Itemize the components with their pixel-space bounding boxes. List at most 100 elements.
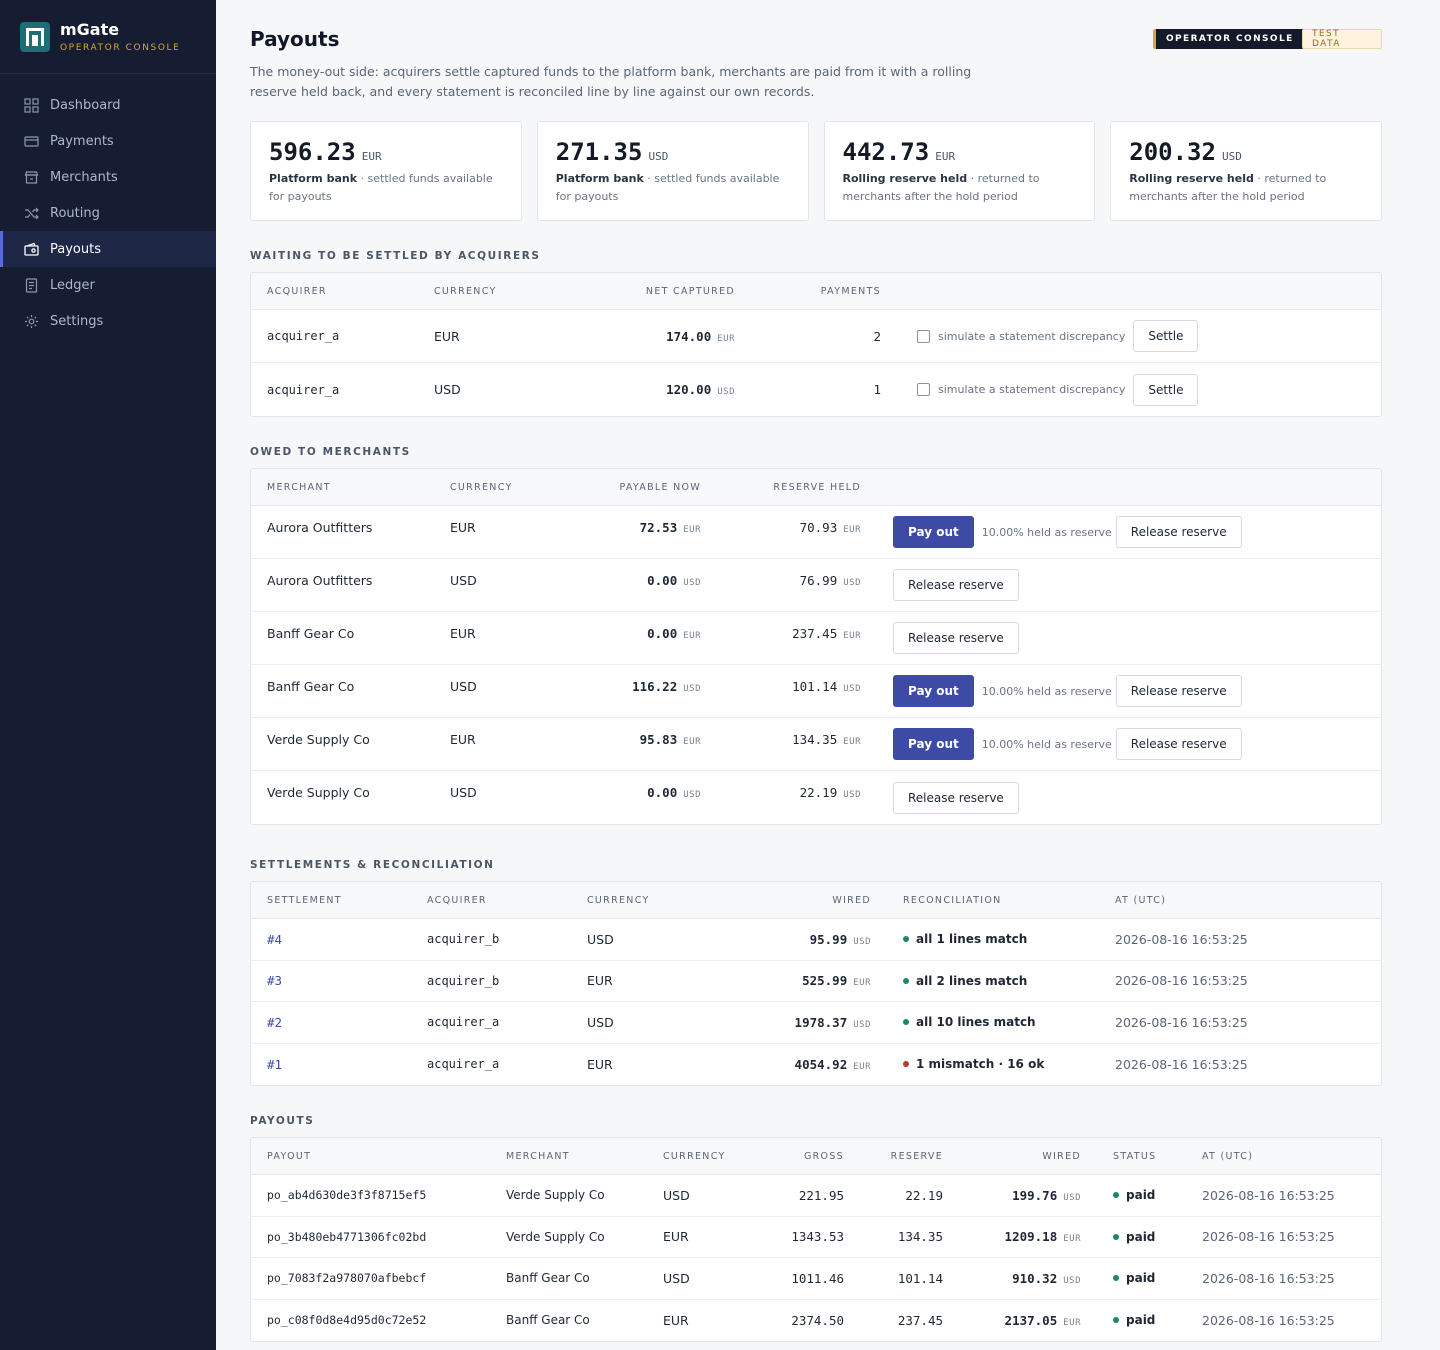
wallet-icon — [23, 241, 39, 257]
owed-table: MERCHANT CURRENCY PAYABLE NOW RESERVE HE… — [250, 468, 1382, 825]
payments-count-cell: 2 — [873, 328, 881, 344]
settlement-link[interactable]: #2 — [267, 1014, 283, 1030]
payable-currency: USD — [683, 790, 701, 800]
table-row: Aurora Outfitters EUR 72.53 EUR 70.93 EUR … — [251, 506, 1381, 559]
card-value: 200.32 — [1129, 138, 1216, 166]
wired-currency: EUR — [853, 978, 871, 989]
release-reserve-button[interactable]: Release reserve — [893, 569, 1019, 601]
payable-now-cell: 116.22 — [632, 679, 678, 694]
column-header: WIRED — [1042, 1150, 1081, 1162]
discrepancy-checkbox[interactable] — [917, 383, 930, 396]
status-cell: paid — [1126, 1271, 1156, 1286]
column-header: CURRENCY — [663, 1150, 726, 1162]
summary-card: 271.35 USD Platform bank · settled funds … — [536, 121, 809, 221]
reserve-currency: EUR — [843, 737, 861, 747]
reserve-held-cell: 134.35 — [792, 732, 838, 747]
payable-currency: EUR — [683, 631, 701, 641]
settlement-link[interactable]: #3 — [267, 973, 283, 989]
sidebar-item-ledger[interactable]: Ledger — [0, 267, 216, 303]
card-text: · settled funds available for payouts — [269, 172, 493, 203]
gross-cell: 221.95 — [798, 1187, 844, 1203]
merchant-cell: Banff Gear Co — [267, 626, 355, 641]
discrepancy-checkbox[interactable] — [917, 329, 930, 343]
sidebar-item-dashboard[interactable]: Dashboard — [0, 87, 216, 123]
section-title-payouts: PAYOUTS — [250, 1115, 315, 1127]
status-dot-icon — [903, 1019, 909, 1026]
currency-cell: USD — [663, 1270, 690, 1286]
status-dot-icon — [903, 936, 909, 943]
sidebar-item-settings[interactable]: Settings — [0, 303, 216, 339]
table-header: ACQUIRER CURRENCY NET CAPTURED PAYMENTS — [251, 273, 1381, 310]
payout-id-cell: po_3b480eb4771306fc02bd — [267, 1229, 427, 1244]
timestamp-cell: 2026-08-16 16:53:25 — [1202, 1270, 1335, 1286]
brand[interactable]: mGate OPERATOR CONSOLE — [0, 0, 216, 74]
currency-cell: EUR — [663, 1229, 689, 1245]
card-value: 596.23 — [269, 138, 356, 166]
column-header: MERCHANT — [267, 481, 331, 493]
status-dot-icon — [903, 1061, 909, 1068]
settle-button[interactable]: Settle — [1133, 320, 1199, 352]
page-header: Payouts OPERATOR CONSOLE TEST DATA — [250, 0, 1382, 60]
sidebar-nav: Dashboard Payments Merchants Routing Pay… — [0, 87, 216, 339]
release-reserve-button[interactable]: Release reserve — [1115, 675, 1242, 707]
waiting-table: ACQUIRER CURRENCY NET CAPTURED PAYMENTS … — [250, 272, 1382, 417]
discrepancy-label: simulate a statement discrepancy — [938, 383, 1126, 396]
reserve-cell: 22.19 — [905, 1187, 943, 1203]
payable-currency: EUR — [683, 737, 701, 747]
settlement-link[interactable]: #1 — [267, 1056, 283, 1072]
pay-out-button[interactable]: Pay out — [893, 728, 974, 760]
sidebar-item-routing[interactable]: Routing — [0, 195, 216, 231]
column-header: CURRENCY — [450, 481, 513, 493]
pay-out-button[interactable]: Pay out — [893, 516, 974, 548]
timestamp-cell: 2026-08-16 16:53:25 — [1202, 1187, 1335, 1203]
reserve-held-cell: 22.19 — [799, 785, 838, 800]
acquirer-cell: acquirer_a — [427, 1057, 500, 1072]
table-row: po_3b480eb4771306fc02bd Verde Supply Co … — [251, 1217, 1381, 1258]
sidebar-item-label: Payouts — [50, 241, 101, 257]
table-row: Banff Gear Co EUR 0.00 EUR 237.45 EUR Rele… — [251, 612, 1381, 665]
release-reserve-button[interactable]: Release reserve — [893, 781, 1019, 814]
currency-cell: USD — [450, 573, 477, 588]
card-text: · settled funds available for payouts — [555, 172, 780, 203]
payable-currency: EUR — [683, 525, 701, 535]
payout-id-cell: po_7083f2a978070afbebcf — [267, 1271, 427, 1286]
brand-name: mGate — [60, 19, 120, 39]
sidebar-item-payouts[interactable]: Payouts — [0, 231, 216, 267]
summary-card: 596.23 EUR Platform bank · settled funds … — [250, 121, 522, 221]
sidebar-item-payments[interactable]: Payments — [0, 123, 216, 159]
release-reserve-button[interactable]: Release reserve — [1115, 516, 1242, 548]
acquirer-cell: acquirer_a — [267, 382, 340, 397]
card-text: · returned to merchants after the hold p… — [1129, 172, 1327, 203]
column-header: GROSS — [803, 1150, 844, 1162]
reserve-held-cell: 70.93 — [799, 520, 838, 535]
card-icon — [23, 133, 39, 149]
column-header: RECONCILIATION — [903, 894, 1002, 906]
merchant-cell: Banff Gear Co — [506, 1271, 590, 1286]
release-reserve-button[interactable]: Release reserve — [1115, 728, 1242, 760]
card-value: 271.35 — [555, 138, 643, 166]
sidebar-item-merchants[interactable]: Merchants — [0, 159, 216, 195]
release-reserve-button[interactable]: Release reserve — [893, 622, 1019, 654]
merchant-cell: Verde Supply Co — [267, 732, 370, 747]
net-currency: USD — [717, 387, 735, 397]
sidebar-item-label: Settings — [50, 313, 104, 329]
payable-currency: USD — [683, 684, 701, 694]
timestamp-cell: 2026-08-16 16:53:25 — [1115, 1056, 1248, 1072]
reserve-currency: EUR — [843, 631, 861, 641]
settlement-link[interactable]: #4 — [267, 931, 283, 947]
status-dot-icon — [1113, 1192, 1119, 1199]
column-header: PAYABLE NOW — [619, 481, 701, 493]
settle-button[interactable]: Settle — [1133, 373, 1199, 406]
payments-count-cell: 1 — [873, 382, 881, 397]
discrepancy-toggle[interactable]: simulate a statement discrepancy — [917, 383, 1125, 396]
table-row: Verde Supply Co USD 0.00 USD 22.19 USD Rel… — [251, 771, 1381, 824]
pay-out-button[interactable]: Pay out — [893, 675, 974, 707]
column-header: ACQUIRER — [427, 894, 487, 906]
acquirer-cell: acquirer_a — [427, 1015, 500, 1030]
payable-now-cell: 72.53 — [639, 520, 678, 535]
table-row: Verde Supply Co EUR 95.83 EUR 134.35 EUR P… — [251, 718, 1381, 771]
status-dot-icon — [903, 977, 909, 984]
merchant-cell: Verde Supply Co — [506, 1229, 605, 1244]
discrepancy-toggle[interactable]: simulate a statement discrepancy — [917, 329, 1125, 343]
gross-cell: 1011.46 — [791, 1270, 844, 1286]
